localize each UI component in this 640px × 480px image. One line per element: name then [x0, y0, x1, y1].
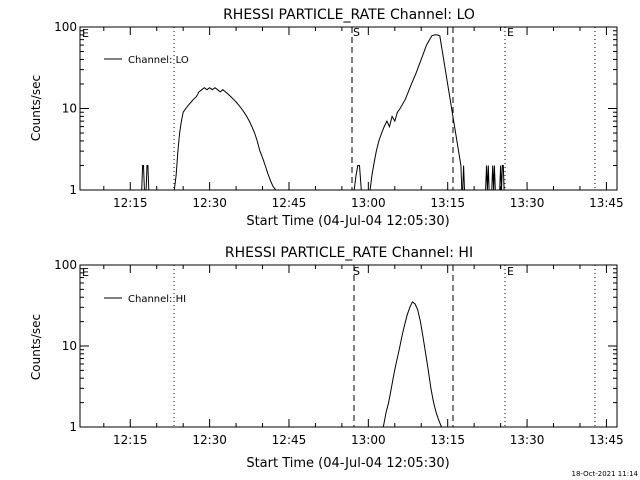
y-tick-label: 100 [54, 258, 77, 272]
annotation-e-left: E [82, 27, 89, 40]
panel-hi: RHESSI PARTICLE_RATE Channel: HI Counts/… [29, 245, 624, 471]
x-tick-label: 12:45 [272, 196, 307, 210]
series-line-hi [382, 301, 442, 428]
x-tick-label: 13:15 [430, 433, 465, 447]
plot-frame [79, 264, 618, 428]
x-tick-label: 13:15 [430, 196, 465, 210]
x-tick-label: 13:30 [510, 196, 545, 210]
x-tick-label: 13:45 [589, 433, 624, 447]
y-tick-label: 1 [69, 183, 77, 197]
annotation-e-right: E [507, 265, 514, 278]
y-tick-label: 10 [62, 339, 77, 353]
x-tick-label: 12:15 [113, 433, 148, 447]
x-tick-label: 12:15 [113, 196, 148, 210]
x-tick-label: 12:30 [192, 433, 227, 447]
x-axis-label: Start Time (04-Jul-04 12:05:30) [246, 214, 449, 229]
y-ticks: 1 10 100 [54, 258, 617, 434]
chart-title: RHESSI PARTICLE_RATE Channel: HI [225, 245, 473, 261]
y-ticks: 1 10 100 [54, 20, 617, 197]
annotation-e-left: E [82, 266, 89, 279]
footer-timestamp: 18-Oct-2021 11:14 [572, 470, 639, 478]
y-tick-label: 10 [62, 102, 77, 116]
y-tick-label: 100 [54, 20, 77, 34]
marker-lines [173, 27, 596, 190]
x-tick-label: 12:45 [272, 433, 307, 447]
annotation-s: S [353, 265, 360, 278]
x-tick-label: 13:30 [510, 433, 545, 447]
legend-label: Channel: LO [128, 55, 189, 66]
x-tick-label: 13:00 [351, 433, 386, 447]
x-axis-label: Start Time (04-Jul-04 12:05:30) [246, 456, 449, 471]
marker-lines [173, 265, 596, 427]
x-tick-label: 13:45 [589, 196, 624, 210]
panel-lo: RHESSI PARTICLE_RATE Channel: LO Counts/… [29, 7, 624, 229]
y-axis-label: Counts/sec [29, 75, 43, 141]
x-tick-label: 12:30 [192, 196, 227, 210]
y-axis-label: Counts/sec [29, 314, 43, 380]
annotation-s: S [353, 26, 360, 39]
y-tick-label: 1 [69, 420, 77, 434]
x-ticks: 12:15 12:30 12:45 13:00 13:15 13:30 13:45 [103, 265, 624, 447]
x-tick-label: 13:00 [351, 196, 386, 210]
chart-title: RHESSI PARTICLE_RATE Channel: LO [223, 7, 475, 23]
x-ticks: 12:15 12:30 12:45 13:00 13:15 13:30 13:45 [103, 27, 624, 210]
plot-frame [79, 26, 618, 191]
legend-label: Channel: HI [128, 294, 186, 305]
annotation-e-right: E [507, 26, 514, 39]
series-line-lo [141, 34, 505, 191]
